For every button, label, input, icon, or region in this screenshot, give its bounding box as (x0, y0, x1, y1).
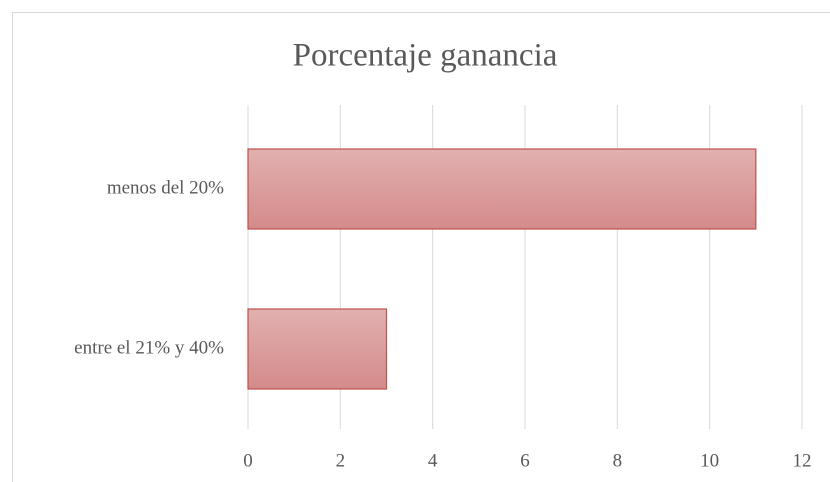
x-tick-label: 0 (243, 450, 253, 471)
x-tick-label: 4 (428, 450, 438, 471)
y-tick-label: entre el 21% y 40% (74, 337, 224, 358)
x-tick-label: 8 (613, 450, 623, 471)
x-tick-label: 10 (700, 450, 719, 471)
chart-title: Porcentaje ganancia (293, 38, 558, 74)
chart-frame (12, 12, 830, 482)
x-tick-label: 12 (793, 450, 812, 471)
bar (247, 148, 757, 230)
x-tick-label: 2 (336, 450, 346, 471)
x-tick-label: 6 (520, 450, 530, 471)
bar (247, 308, 388, 390)
y-tick-label: menos del 20% (107, 177, 224, 198)
